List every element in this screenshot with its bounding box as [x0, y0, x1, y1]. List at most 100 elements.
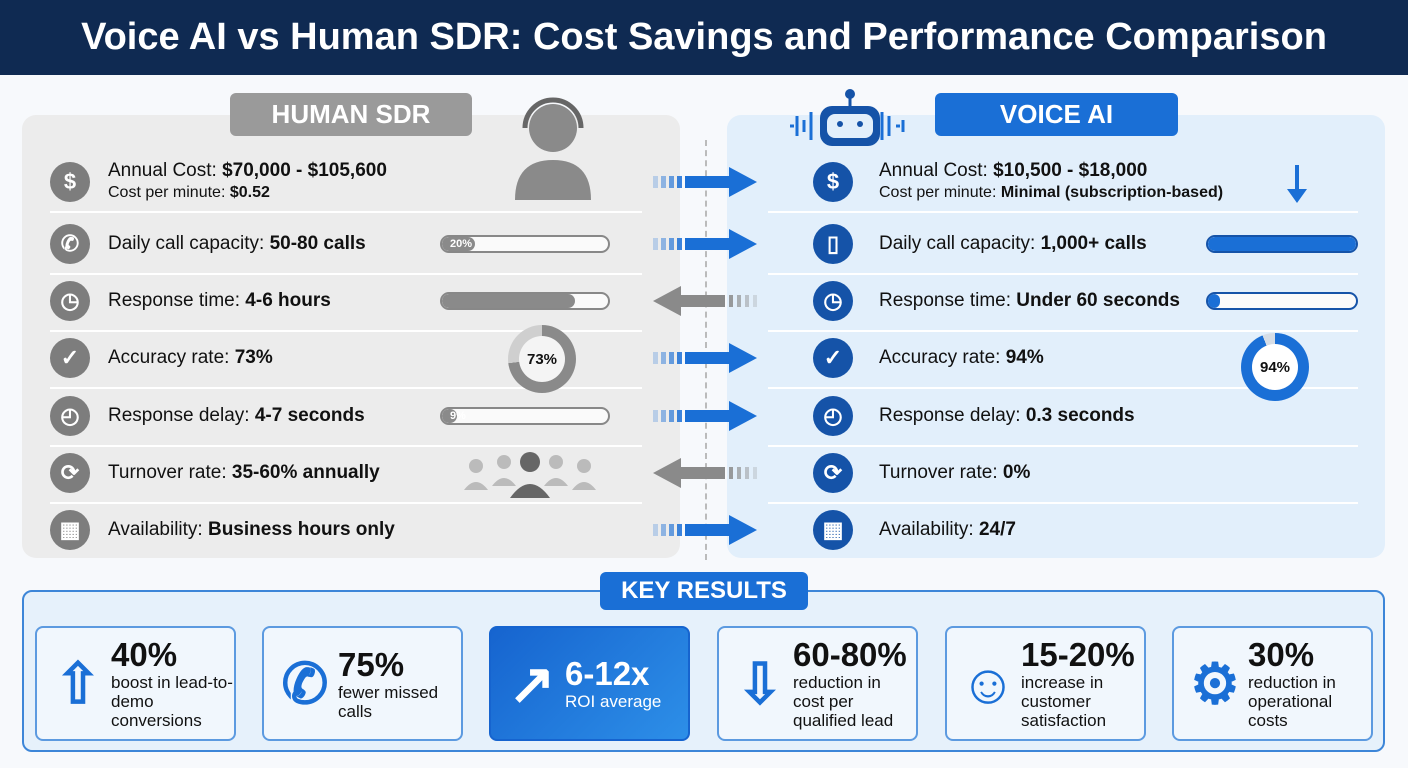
key-result-desc: increase in customer satisfaction — [1021, 673, 1107, 730]
row-separator — [768, 211, 1358, 213]
arrow-left-icon — [653, 458, 757, 488]
delay-clock-icon: ◴ — [50, 395, 90, 436]
voice-progress-bar-2 — [1206, 292, 1358, 310]
row-separator — [50, 211, 642, 213]
human-progress-bar-1: 20% — [440, 235, 610, 253]
divider — [705, 140, 707, 560]
key-result-value: 6-12x — [565, 655, 650, 692]
row-subline: Cost per minute: $0.52 — [108, 182, 387, 204]
key-results-label: KEY RESULTS — [600, 572, 808, 610]
key-result-card: ⇩ 60-80% reduction in cost per qualified l… — [717, 626, 918, 741]
row-line: Turnover rate: 0% — [879, 462, 1030, 484]
voice-ai-label: VOICE AI — [935, 93, 1178, 136]
voice-row-2: ◷ Response time: Under 60 seconds — [813, 272, 1180, 329]
row-text: Response time: 4-6 hours — [108, 290, 331, 312]
key-result-desc: ROI average — [565, 692, 662, 711]
human-progress-bar-4: 9% — [440, 407, 610, 425]
row-value: Under 60 seconds — [1016, 289, 1180, 311]
row-separator — [768, 445, 1358, 447]
key-result-card: ☺ 15-20% increase in customer satisfaction — [945, 626, 1146, 741]
key-result-value: 40% — [111, 636, 178, 673]
row-label: Daily call capacity: — [108, 232, 270, 254]
voice-progress-bar-1 — [1206, 235, 1358, 253]
arrow-left-icon — [653, 286, 757, 316]
row-value: 4-7 seconds — [254, 404, 365, 426]
row-separator — [50, 445, 642, 447]
voice-row-3: ✓ Accuracy rate: 94% — [813, 329, 1044, 386]
clock-icon: ◷ — [813, 280, 853, 321]
progress-fill — [442, 294, 575, 308]
row-line: Availability: Business hours only — [108, 519, 395, 541]
arrow-right-icon — [653, 515, 757, 545]
human-row-2: ◷ Response time: 4-6 hours — [50, 272, 331, 329]
key-result-value: 75% — [338, 645, 405, 683]
row-text: Daily call capacity: 1,000+ calls — [879, 233, 1147, 255]
phone-call-icon: ✆ — [50, 223, 90, 264]
team-icon — [464, 452, 596, 498]
donut-label: 94% — [1252, 344, 1298, 390]
row-label: Availability: — [879, 518, 979, 540]
refresh-icon: ⟳ — [813, 452, 853, 493]
dollar-icon: $ — [50, 161, 90, 202]
human-progress-bar-2 — [440, 292, 610, 310]
missed-call-icon: ✆ — [281, 651, 329, 715]
row-text: Availability: Business hours only — [108, 519, 395, 541]
row-label: Availability: — [108, 518, 208, 540]
row-separator — [768, 273, 1358, 275]
gear-arrow-down-icon: ⚙ — [1189, 651, 1241, 715]
row-label: Response time: — [108, 289, 246, 311]
key-result-value: 30% — [1248, 636, 1315, 673]
row-text: Response delay: 4-7 seconds — [108, 405, 365, 427]
calendar-clock-icon: ▦ — [50, 509, 90, 550]
row-text: Accuracy rate: 94% — [879, 347, 1044, 369]
row-line: Response delay: 4-7 seconds — [108, 405, 365, 427]
check-circle-icon: ✓ — [813, 337, 853, 378]
robot-icon — [790, 89, 905, 146]
progress-fill — [1208, 294, 1220, 308]
voice-accuracy-donut: 94% — [1241, 333, 1309, 401]
arrow-right-icon — [653, 401, 757, 431]
key-result-card: ↗ 6-12x ROI average — [489, 626, 690, 741]
key-result-text: 40% boost in lead-to-demo conversions — [111, 636, 234, 731]
row-line: Response time: Under 60 seconds — [879, 290, 1180, 312]
row-label: Accuracy rate: — [108, 346, 235, 368]
roi-coins-icon: ↗ — [508, 651, 556, 715]
row-text: Response time: Under 60 seconds — [879, 290, 1180, 312]
row-label: Response time: — [879, 289, 1017, 311]
row-line: Annual Cost: $70,000 - $105,600 — [108, 160, 387, 182]
row-separator — [50, 502, 642, 504]
row-label: Response delay: — [108, 404, 255, 426]
row-value: 35-60% annually — [231, 461, 380, 483]
row-label: Turnover rate: — [108, 461, 232, 483]
calendar-247-icon: ▦ — [813, 509, 853, 550]
row-value: $70,000 - $105,600 — [222, 159, 387, 181]
row-separator — [50, 273, 642, 275]
row-subline: Cost per minute: Minimal (subscription-b… — [879, 182, 1223, 204]
progress-fill: 9% — [442, 409, 466, 423]
arrow-right-icon — [653, 167, 757, 197]
voice-row-5: ⟳ Turnover rate: 0% — [813, 444, 1030, 501]
row-label: Annual Cost: — [879, 159, 994, 181]
key-result-value: 15-20% — [1021, 636, 1135, 673]
row-value: 73% — [234, 346, 273, 368]
row-label: Response delay: — [879, 404, 1026, 426]
row-separator — [50, 330, 642, 332]
row-value: 50-80 calls — [269, 232, 366, 254]
key-result-card: ⚙ 30% reduction in operational costs — [1172, 626, 1373, 741]
key-result-text: 30% reduction in operational costs — [1248, 636, 1371, 731]
human-sdr-label: HUMAN SDR — [230, 93, 472, 136]
human-row-5: ⟳ Turnover rate: 35-60% annually — [50, 444, 380, 501]
key-result-desc: reduction in cost per qualified lead — [793, 673, 894, 730]
row-value: $10,500 - $18,000 — [993, 159, 1148, 181]
voice-row-0: $ Annual Cost: $10,500 - $18,000 Cost per … — [813, 153, 1223, 210]
page-title: Voice AI vs Human SDR: Cost Savings and … — [0, 0, 1408, 75]
row-text: Turnover rate: 35-60% annually — [108, 462, 380, 484]
key-result-text: 60-80% reduction in cost per qualified le… — [793, 637, 916, 731]
progress-fill — [1208, 237, 1356, 251]
row-separator — [768, 330, 1358, 332]
key-result-text: 15-20% increase in customer satisfaction — [1021, 636, 1144, 731]
key-result-text: 6-12x ROI average — [565, 655, 662, 712]
row-value: 1,000+ calls — [1040, 232, 1147, 254]
voice-row-6: ▦ Availability: 24/7 — [813, 501, 1016, 558]
row-text: Accuracy rate: 73% — [108, 347, 273, 369]
